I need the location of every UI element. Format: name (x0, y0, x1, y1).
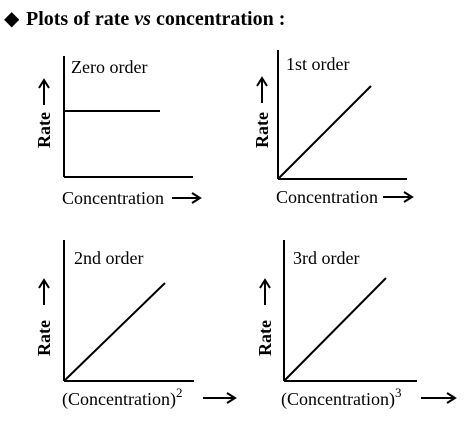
diamond-bullet-icon: ◆ (4, 8, 20, 30)
plot-third-order: 3rd order Rate (Concentration)3 (255, 240, 457, 410)
heading-text-end: concentration : (150, 8, 286, 30)
arrow-up-icon (38, 78, 50, 105)
plot-first-order: 1st order Rate Concentration (252, 50, 414, 207)
heading-text-vs: vs (134, 8, 151, 30)
arrow-up-icon (259, 278, 271, 305)
rate-line (277, 85, 372, 180)
arrow-up-icon (38, 278, 50, 305)
x-axis-label-exponent: 3 (395, 385, 402, 400)
plot-second-order: 2nd order Rate (Concentration)2 (34, 240, 237, 410)
x-axis-label-base: (Concentration) (62, 389, 176, 410)
plot-title: 1st order (286, 54, 349, 74)
x-axis-label: Concentration (62, 188, 164, 208)
x-axis-label: Concentration (276, 187, 378, 207)
arrow-right-icon (203, 392, 237, 404)
x-axis-label: (Concentration)2 (62, 385, 182, 410)
arrow-right-icon (421, 392, 457, 404)
y-axis-label: Rate (34, 112, 54, 148)
page-heading: ◆ Plots of rate vs concentration : (4, 6, 285, 31)
x-axis-label-base: (Concentration) (281, 389, 395, 410)
x-axis-label: (Concentration)3 (281, 385, 401, 410)
plot-title: 2nd order (74, 248, 143, 268)
y-axis-label: Rate (255, 320, 275, 356)
y-axis-label: Rate (252, 112, 272, 148)
plot-title: 3rd order (293, 248, 359, 268)
arrow-up-icon (256, 76, 268, 103)
plot-title: Zero order (71, 57, 147, 77)
x-axis-label-exponent: 2 (176, 385, 183, 400)
rate-line (63, 282, 166, 382)
arrow-right-icon (172, 192, 202, 204)
heading-text-start: Plots of rate (26, 8, 135, 30)
rate-line (283, 277, 387, 382)
y-axis-label: Rate (34, 320, 54, 356)
plot-zero-order: Zero order Rate Concentration (34, 56, 202, 208)
arrow-right-icon (383, 191, 414, 203)
